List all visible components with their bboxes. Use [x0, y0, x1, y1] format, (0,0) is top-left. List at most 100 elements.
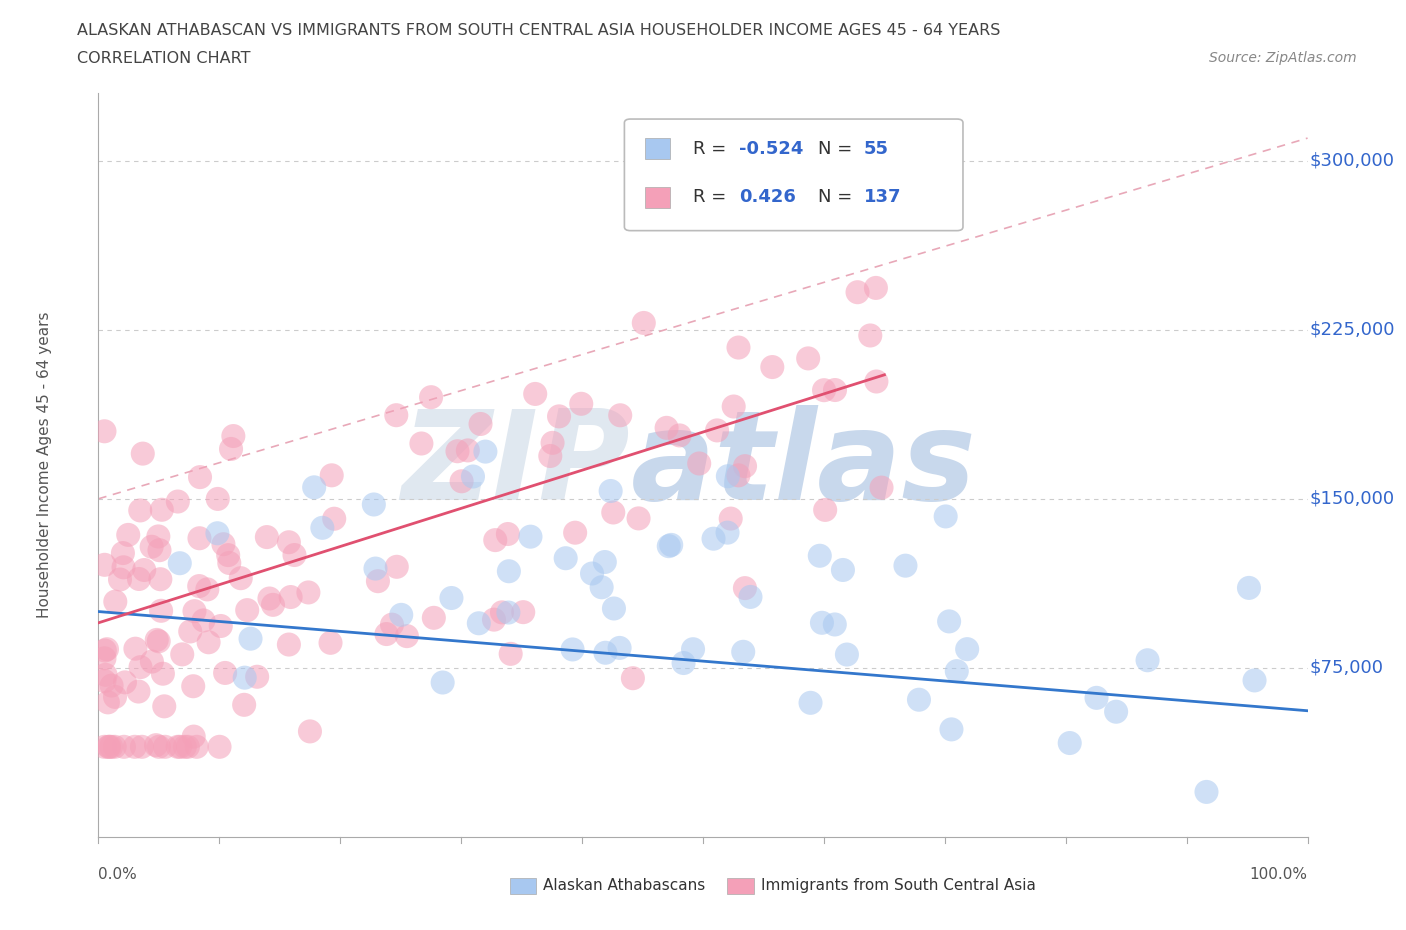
Point — [166, 739, 188, 754]
Point — [217, 548, 239, 563]
Point — [97, 695, 120, 710]
Point — [591, 579, 613, 594]
Text: R =: R = — [693, 140, 733, 158]
Point — [177, 739, 200, 754]
Point — [233, 698, 256, 712]
Point — [214, 666, 236, 681]
Point — [865, 374, 887, 389]
Text: $300,000: $300,000 — [1310, 152, 1395, 169]
Text: 0.426: 0.426 — [740, 188, 796, 206]
Point — [129, 503, 152, 518]
Point — [496, 526, 519, 541]
FancyBboxPatch shape — [624, 119, 963, 231]
Text: 137: 137 — [863, 188, 901, 206]
Point — [128, 572, 150, 587]
Point — [150, 502, 173, 517]
Point — [259, 591, 281, 606]
Point — [207, 491, 229, 506]
Point — [564, 525, 586, 540]
Point — [112, 560, 135, 575]
Point — [149, 572, 172, 587]
Point — [302, 480, 325, 495]
Point — [733, 644, 755, 659]
Point — [484, 533, 506, 548]
Text: 100.0%: 100.0% — [1250, 867, 1308, 882]
Point — [169, 556, 191, 571]
Point — [172, 647, 194, 662]
Point — [603, 601, 626, 616]
Bar — [727, 878, 754, 895]
Point — [96, 642, 118, 657]
Point — [450, 473, 472, 488]
Text: N =: N = — [818, 188, 858, 206]
Point — [117, 527, 139, 542]
Point — [169, 739, 191, 754]
Point — [209, 618, 232, 633]
Point — [935, 509, 957, 524]
Point — [104, 689, 127, 704]
Point — [512, 604, 534, 619]
Point — [723, 399, 745, 414]
Point — [222, 429, 245, 444]
Point — [702, 531, 724, 546]
Text: ZIP: ZIP — [402, 405, 630, 525]
Point — [498, 564, 520, 578]
Bar — [509, 878, 536, 895]
Point — [797, 351, 820, 365]
Point — [93, 557, 115, 572]
Bar — [645, 139, 671, 159]
Point — [93, 424, 115, 439]
Text: CORRELATION CHART: CORRELATION CHART — [77, 51, 250, 66]
Point — [193, 613, 215, 628]
Point — [93, 673, 115, 688]
Text: Immigrants from South Central Asia: Immigrants from South Central Asia — [761, 878, 1036, 893]
Point — [207, 525, 229, 540]
Point — [865, 281, 887, 296]
Point — [297, 585, 319, 600]
Point — [811, 616, 834, 631]
Point — [658, 538, 681, 553]
Point — [188, 470, 211, 485]
Point — [127, 684, 149, 699]
Point — [894, 558, 917, 573]
Point — [814, 502, 837, 517]
Point — [659, 538, 682, 552]
Point — [599, 484, 621, 498]
Point — [470, 417, 492, 432]
Point — [832, 563, 855, 578]
Point — [375, 627, 398, 642]
Point — [561, 642, 583, 657]
Point — [94, 668, 117, 683]
Point — [474, 445, 496, 459]
Text: atlas: atlas — [630, 405, 976, 525]
Point — [482, 612, 505, 627]
Point — [364, 561, 387, 576]
Point — [461, 469, 484, 484]
Point — [538, 448, 561, 463]
Point — [148, 529, 170, 544]
Point — [524, 387, 547, 402]
Point — [727, 468, 749, 483]
Point — [727, 340, 749, 355]
Point — [609, 641, 631, 656]
Point — [799, 696, 821, 711]
Point — [283, 548, 305, 563]
Point — [627, 511, 650, 525]
Point — [385, 407, 408, 422]
Point — [595, 645, 617, 660]
Point — [363, 497, 385, 512]
Point — [93, 739, 115, 754]
Point — [633, 315, 655, 330]
Point — [1085, 690, 1108, 705]
Point — [941, 722, 963, 737]
Point — [150, 604, 173, 618]
Point — [457, 443, 479, 458]
Point — [706, 423, 728, 438]
Point — [389, 607, 412, 622]
Point — [734, 458, 756, 473]
Point — [148, 739, 170, 754]
Text: ALASKAN ATHABASCAN VS IMMIGRANTS FROM SOUTH CENTRAL ASIA HOUSEHOLDER INCOME AGES: ALASKAN ATHABASCAN VS IMMIGRANTS FROM SO… — [77, 23, 1001, 38]
Point — [655, 420, 678, 435]
Point — [621, 671, 644, 685]
Point — [668, 428, 690, 443]
